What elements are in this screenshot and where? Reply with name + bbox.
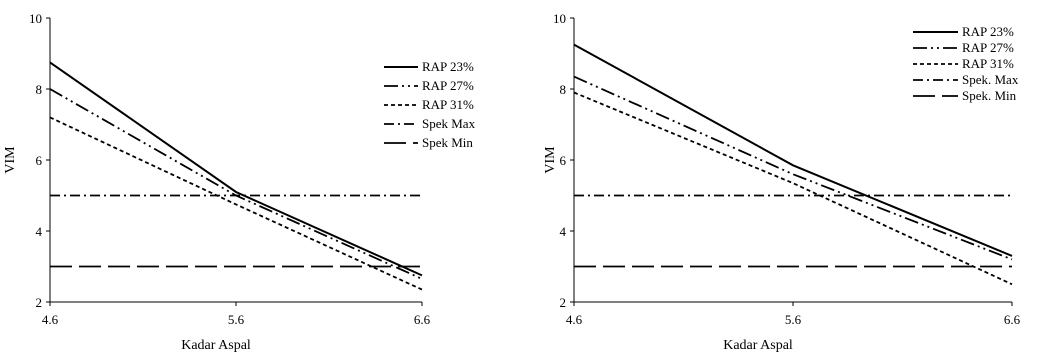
legend-label: Spek Max xyxy=(422,116,476,131)
x-tick-label: 4.6 xyxy=(42,312,59,327)
x-tick-label: 4.6 xyxy=(566,312,583,327)
legend: RAP 23% RAP 27% RAP 31% Spek Max Spek Min xyxy=(384,59,476,150)
y-tick-label: 6 xyxy=(36,153,43,168)
y-tick-label: 4 xyxy=(36,224,43,239)
legend-label: Spek. Min xyxy=(962,88,1017,103)
x-tick-label: 5.6 xyxy=(228,312,245,327)
y-tick-label: 2 xyxy=(36,295,43,310)
x-axis-label: Kadar Aspal xyxy=(181,338,251,353)
y-tick-label: 10 xyxy=(29,11,42,26)
series-line-3 xyxy=(573,91,1013,286)
legend-label: RAP 31% xyxy=(962,56,1014,71)
series-line-3 xyxy=(49,116,423,291)
y-axis-label: VIM xyxy=(3,146,18,174)
series-line-1 xyxy=(573,43,1013,257)
y-tick-label: 8 xyxy=(560,82,567,97)
legend-label: RAP 27% xyxy=(422,78,474,93)
y-tick-label: 8 xyxy=(36,82,43,97)
legend-label: RAP 27% xyxy=(962,40,1014,55)
series-line-1 xyxy=(49,61,423,277)
y-tick-label: 6 xyxy=(560,153,567,168)
series-line-2 xyxy=(573,75,1013,261)
y-tick-label: 4 xyxy=(560,224,567,239)
y-tick-label: 10 xyxy=(553,11,566,26)
legend-label: RAP 31% xyxy=(422,97,474,112)
x-axis-label: Kadar Aspal xyxy=(723,338,793,353)
legend-label: Spek Min xyxy=(422,135,473,150)
x-tick-label: 5.6 xyxy=(785,312,802,327)
legend-label: RAP 23% xyxy=(422,59,474,74)
legend-label: RAP 23% xyxy=(962,24,1014,39)
x-tick-label: 6.6 xyxy=(414,312,431,327)
y-axis-label: VIM xyxy=(543,146,558,174)
y-tick-label: 2 xyxy=(560,295,567,310)
legend-label: Spek. Max xyxy=(962,72,1019,87)
x-tick-label: 6.6 xyxy=(1004,312,1021,327)
